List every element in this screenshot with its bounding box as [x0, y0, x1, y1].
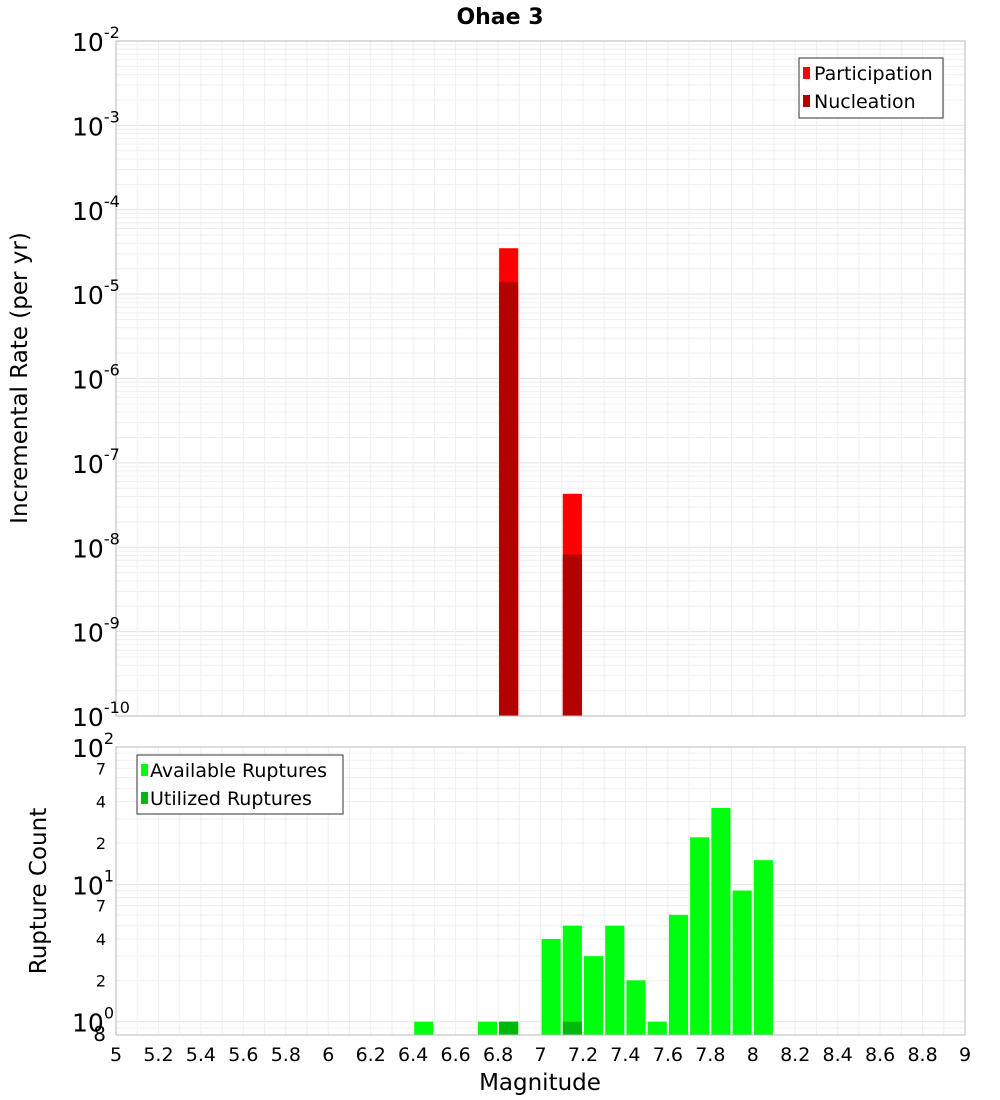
x-tick-label: 5 — [110, 1044, 122, 1066]
x-tick-label: 8 — [747, 1044, 759, 1066]
top-y-tick-labels: 10-10 10-9 10-8 10-7 10-6 10-5 10-4 10-3 10-2 — [72, 23, 130, 732]
x-tick-label: 9 — [959, 1044, 971, 1066]
top-plot-grid — [115, 40, 966, 717]
available-ruptures-bar — [711, 807, 731, 1035]
top-y-tick-label: 10-7 — [72, 445, 120, 479]
available-ruptures-bar — [647, 1021, 667, 1035]
legend-swatch-utilized-ruptures — [141, 792, 148, 804]
top-plot-bars — [499, 248, 582, 717]
bottom-y-minor-tick-label: 8 — [93, 1022, 106, 1046]
bottom-y-major-tick-label: 102 — [72, 729, 114, 763]
x-tick-label: 8.4 — [823, 1044, 853, 1066]
available-ruptures-bar — [477, 1021, 497, 1035]
bottom-legend-box — [136, 754, 344, 815]
x-tick-label: 7.8 — [695, 1044, 725, 1066]
legend-label-participation: Participation — [814, 63, 933, 85]
x-tick-label: 5.6 — [228, 1044, 258, 1066]
legend-label-available-ruptures: Available Ruptures — [150, 760, 327, 782]
chart-title: Ohae 3 — [456, 5, 543, 30]
x-tick-label: 6.8 — [483, 1044, 513, 1066]
bottom-plot-bars — [414, 807, 773, 1035]
available-ruptures-bar — [562, 925, 582, 1035]
bottom-y-minor-tick-label: 2 — [96, 834, 106, 853]
top-legend: Participation Nucleation — [798, 57, 944, 119]
legend-label-nucleation: Nucleation — [814, 91, 916, 113]
legend-label-utilized-ruptures: Utilized Ruptures — [150, 788, 312, 810]
x-tick-label: 6 — [322, 1044, 334, 1066]
utilized-ruptures-bar — [499, 1021, 519, 1035]
top-y-tick-label: 10-10 — [72, 698, 130, 732]
x-tick-labels: 5 5.2 5.4 5.6 5.8 6 6.2 6.4 6.6 6.8 7 7.2 7.4 7.6 7.8 8… — [110, 1044, 971, 1066]
available-ruptures-bar — [690, 837, 710, 1035]
nucleation-bar — [499, 281, 519, 716]
bottom-y-minor-tick-label: 2 — [96, 971, 106, 990]
bottom-y-axis-label: Rupture Count — [26, 808, 52, 974]
top-y-axis-label: Incremental Rate (per yr) — [7, 232, 33, 524]
available-ruptures-bar — [605, 925, 625, 1035]
top-plot-frame — [115, 40, 966, 717]
available-ruptures-bar — [732, 890, 752, 1035]
available-ruptures-bar — [541, 939, 561, 1035]
available-ruptures-bar — [414, 1021, 434, 1035]
available-ruptures-bar — [753, 860, 773, 1035]
x-tick-label: 5.2 — [143, 1044, 173, 1066]
legend-swatch-nucleation — [803, 95, 810, 107]
x-tick-label: 7.4 — [610, 1044, 640, 1066]
bottom-plot-frame — [115, 746, 966, 1036]
bottom-y-minor-tick-label: 4 — [96, 930, 106, 949]
nucleation-bar — [562, 554, 582, 716]
x-tick-label: 6.4 — [398, 1044, 428, 1066]
top-y-tick-label: 10-3 — [72, 107, 120, 141]
available-ruptures-bar — [626, 980, 646, 1035]
top-y-tick-label: 10-5 — [72, 276, 120, 310]
x-tick-label: 5.8 — [271, 1044, 301, 1066]
bottom-legend: Available Ruptures Utilized Ruptures — [136, 754, 344, 815]
top-y-tick-label: 10-8 — [72, 529, 120, 563]
x-tick-label: 7.2 — [568, 1044, 598, 1066]
x-tick-label: 8.6 — [865, 1044, 895, 1066]
x-axis-label: Magnitude — [479, 1070, 601, 1096]
x-tick-label: 7.6 — [653, 1044, 683, 1066]
bottom-y-major-tick-label: 101 — [72, 866, 114, 900]
x-tick-label: 7 — [534, 1044, 546, 1066]
x-tick-label: 8.8 — [907, 1044, 937, 1066]
available-ruptures-bar — [668, 914, 689, 1035]
legend-swatch-participation — [803, 67, 810, 79]
top-legend-box — [798, 57, 944, 119]
top-y-tick-label: 10-9 — [72, 614, 120, 648]
bottom-y-minor-tick-label: 4 — [96, 793, 106, 812]
utilized-ruptures-bar — [562, 1021, 582, 1035]
top-y-tick-label: 10-4 — [72, 192, 120, 226]
x-tick-label: 5.4 — [186, 1044, 216, 1066]
x-tick-label: 6.6 — [440, 1044, 470, 1066]
x-tick-label: 6.2 — [356, 1044, 386, 1066]
x-tick-label: 8.2 — [780, 1044, 810, 1066]
available-ruptures-bar — [584, 956, 604, 1035]
bottom-y-tick-labels: 100 101 102 8 2 4 7 2 4 7 — [72, 729, 114, 1046]
bottom-y-minor-tick-label: 7 — [96, 897, 106, 916]
top-y-tick-label: 10-2 — [72, 23, 120, 57]
top-y-tick-label: 10-6 — [72, 361, 120, 395]
bottom-y-minor-tick-label: 7 — [96, 759, 106, 778]
legend-swatch-available-ruptures — [141, 764, 148, 776]
bottom-y-major-tick-label: 100 — [72, 1004, 114, 1038]
